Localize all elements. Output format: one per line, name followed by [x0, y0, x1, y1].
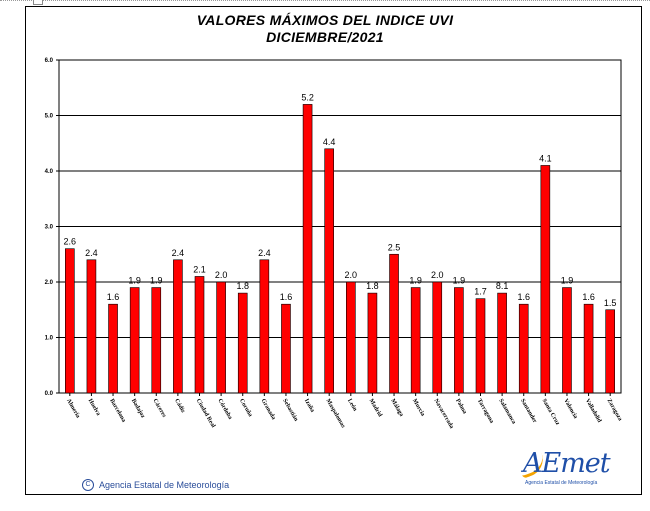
- window-corner-tab: [33, 0, 43, 5]
- data-label: 4.4: [323, 137, 336, 147]
- bar: [432, 281, 443, 394]
- chart-title: VALORES MÁXIMOS DEL INDICE UVI: [196, 12, 454, 28]
- bar: [129, 287, 140, 394]
- x-tick-label: Murcia: [411, 398, 426, 417]
- data-label: 1.6: [107, 292, 120, 302]
- x-tick-label: Ciudad Real: [195, 398, 216, 429]
- bar: [108, 303, 118, 394]
- aemet-logo: AEmet Agencia Estatal de Meteorología: [516, 448, 611, 488]
- x-tick-label: Granada: [260, 398, 277, 421]
- data-label: 1.6: [582, 292, 595, 302]
- bar: [216, 281, 226, 394]
- bar: [151, 287, 162, 394]
- data-label: 1.8: [236, 281, 249, 291]
- bar: [454, 287, 464, 394]
- x-tick-label: Badajoz: [130, 398, 146, 419]
- credit-text: Agencia Estatal de Meteorología: [99, 480, 230, 490]
- bar: [389, 253, 399, 394]
- bar: [562, 287, 572, 394]
- y-tick-label: 2.0: [45, 280, 54, 286]
- y-tick-label: 4.0: [45, 169, 54, 175]
- top-dotted-border: [0, 0, 650, 5]
- bar: [173, 259, 183, 394]
- data-label: 2.5: [388, 242, 401, 252]
- data-label: 2.4: [172, 248, 185, 258]
- data-label: 2.1: [193, 264, 206, 274]
- bar: [346, 281, 356, 394]
- data-label: 1.9: [453, 276, 466, 286]
- data-label: 2.6: [64, 237, 77, 247]
- x-tick-label: Zaragoza: [605, 398, 622, 422]
- logo-wordmark: AEmet: [523, 448, 611, 479]
- data-label: 1.9: [561, 276, 574, 286]
- bar: [302, 104, 313, 394]
- x-tick-label: Coruña: [238, 398, 253, 418]
- bar: [410, 287, 421, 394]
- y-tick-label: 0.0: [45, 391, 54, 397]
- x-tick-label: Sebastián: [281, 398, 299, 423]
- x-tick-label: Maspalomas: [324, 398, 346, 430]
- x-tick-label: Madrid: [368, 398, 383, 419]
- bar: [367, 292, 378, 394]
- bar: [281, 303, 291, 394]
- x-tick-label: Barcelona: [108, 398, 126, 423]
- x-tick-label: Cádiz: [173, 398, 186, 414]
- y-tick-label: 6.0: [45, 58, 54, 64]
- data-label: 1.6: [280, 292, 293, 302]
- x-tick-label: Málaga: [389, 398, 404, 418]
- x-tick-label: Santa Cruz: [541, 398, 561, 427]
- bar: [86, 259, 97, 394]
- data-label: 2.0: [345, 270, 358, 280]
- x-tick-label: Santander: [519, 398, 538, 424]
- x-tick-label: Córdoba: [216, 398, 233, 421]
- bar: [65, 248, 75, 394]
- chart-subtitle: DICIEMBRE/2021: [266, 29, 384, 45]
- x-tick-label: Huelva: [87, 398, 101, 417]
- data-label: 1.7: [474, 287, 487, 297]
- data-label: 4.1: [539, 153, 552, 163]
- data-label: 5.2: [301, 92, 314, 102]
- data-label: 1.9: [150, 276, 163, 286]
- y-tick-label: 3.0: [45, 225, 54, 231]
- bar: [237, 292, 248, 394]
- bar: [497, 292, 507, 394]
- x-tick-label: Izaña: [303, 398, 315, 413]
- x-tick-label: Almería: [65, 398, 81, 419]
- data-label: 2.4: [258, 248, 271, 258]
- bar: [583, 303, 594, 394]
- data-label: 8.1: [496, 281, 509, 291]
- x-tick-label: Tarragona: [476, 398, 495, 424]
- data-label: 1.8: [366, 281, 379, 291]
- data-label: 1.9: [409, 276, 422, 286]
- y-tick-label: 1.0: [45, 336, 54, 342]
- bar: [605, 309, 615, 394]
- bar: [194, 276, 205, 394]
- bar: [518, 303, 529, 394]
- logo-subtitle: Agencia Estatal de Meteorología: [525, 480, 598, 486]
- x-tick-label: León: [346, 398, 358, 413]
- x-tick-label: Salamanca: [497, 398, 516, 425]
- x-tick-label: Valencia: [562, 398, 578, 420]
- data-label: 1.6: [517, 292, 530, 302]
- y-tick-label: 5.0: [45, 114, 54, 120]
- x-tick-label: Cáceres: [152, 398, 168, 419]
- data-label: 2.0: [215, 270, 228, 280]
- credit-line: C Agencia Estatal de Meteorología: [82, 479, 229, 491]
- bar: [324, 148, 334, 394]
- data-label: 1.9: [128, 276, 141, 286]
- bar: [475, 298, 486, 394]
- copyright-icon: C: [82, 479, 94, 491]
- data-label: 2.4: [85, 248, 98, 258]
- data-label: 2.0: [431, 270, 444, 280]
- bar: [540, 165, 551, 394]
- bar: [259, 259, 270, 394]
- x-tick-label: Navacerrada: [433, 398, 455, 430]
- x-tick-label: Valladolid: [584, 398, 603, 424]
- x-tick-label: Palma: [454, 398, 467, 415]
- data-label: 1.5: [604, 298, 617, 308]
